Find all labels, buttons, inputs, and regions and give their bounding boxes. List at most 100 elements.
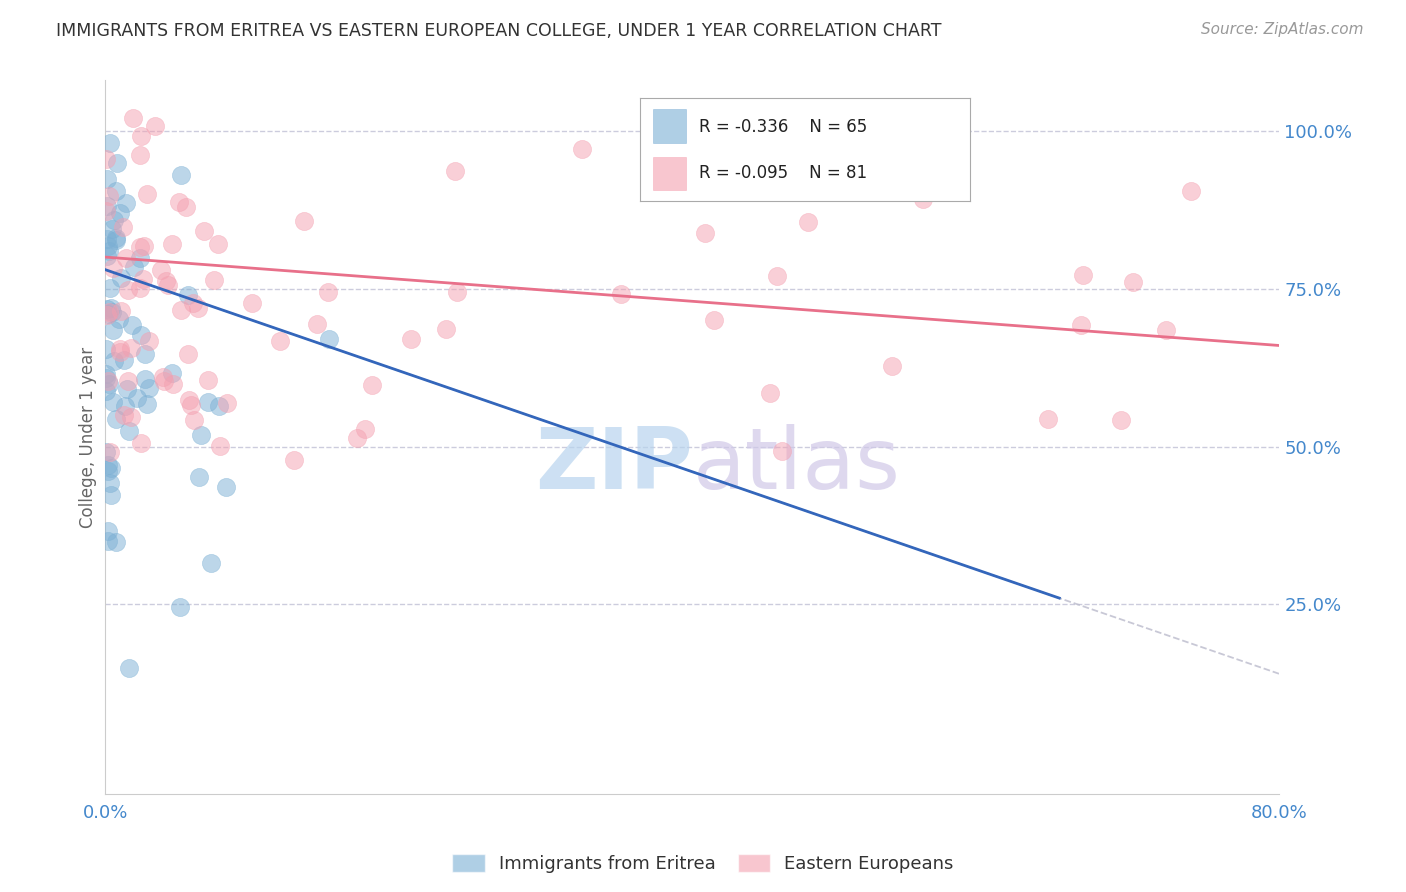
Point (174, 200, 197, 214)
Point (183, 413, 205, 427)
Point (96, 232, 118, 246)
Point (103, 323, 125, 337)
Point (132, 239, 155, 253)
Point (1122, 275, 1144, 289)
Point (169, 302, 191, 317)
Point (108, 206, 131, 220)
Text: ZIP: ZIP (534, 424, 692, 508)
Point (97, 533, 120, 548)
Point (121, 111, 143, 125)
Point (1180, 185, 1202, 199)
Point (96, 171, 118, 186)
Point (200, 556, 222, 570)
Point (1071, 268, 1094, 282)
Point (797, 215, 820, 229)
Point (118, 424, 141, 438)
Point (152, 374, 174, 388)
Point (169, 600, 191, 615)
Point (101, 222, 124, 236)
Point (187, 470, 209, 484)
Point (770, 443, 793, 458)
Point (240, 296, 263, 310)
Y-axis label: College, Under 1 year: College, Under 1 year (79, 346, 97, 528)
Point (97, 307, 120, 321)
Point (215, 480, 238, 494)
Point (112, 408, 135, 422)
Point (94, 204, 117, 219)
Point (170, 168, 193, 182)
Point (101, 305, 124, 319)
Point (318, 332, 340, 346)
Point (1070, 318, 1092, 333)
Point (157, 277, 180, 292)
Point (127, 392, 149, 406)
Point (103, 354, 125, 368)
Point (292, 214, 315, 228)
Point (197, 373, 219, 387)
Point (121, 318, 143, 332)
Point (110, 303, 132, 318)
Point (132, 272, 155, 286)
Point (202, 273, 225, 287)
Point (180, 398, 202, 412)
Point (118, 660, 141, 674)
Point (207, 400, 229, 414)
Point (215, 395, 238, 409)
Point (100, 461, 122, 475)
Point (98, 475, 121, 490)
Point (136, 187, 159, 202)
Point (98, 281, 121, 295)
Point (103, 213, 125, 227)
Point (1038, 411, 1060, 425)
Point (129, 129, 152, 144)
Point (105, 412, 128, 426)
Text: R = -0.336    N = 65: R = -0.336 N = 65 (699, 118, 868, 136)
Point (117, 374, 139, 388)
Point (101, 395, 124, 409)
Text: IMMIGRANTS FROM ERITREA VS EASTERN EUROPEAN COLLEGE, UNDER 1 YEAR CORRELATION CH: IMMIGRANTS FROM ERITREA VS EASTERN EUROP… (56, 22, 942, 40)
Point (101, 261, 124, 276)
Point (138, 381, 160, 395)
Point (111, 219, 134, 234)
Point (162, 236, 184, 251)
Legend: Immigrants from Eritrea, Eastern Europeans: Immigrants from Eritrea, Eastern Europea… (447, 848, 959, 879)
Text: atlas: atlas (692, 424, 900, 508)
Point (911, 192, 934, 206)
Point (129, 147, 152, 161)
Point (108, 312, 131, 326)
Point (695, 226, 717, 240)
Point (108, 342, 131, 356)
Point (98, 377, 121, 392)
Point (129, 435, 152, 450)
Point (94, 343, 117, 357)
Point (143, 119, 166, 133)
Point (190, 428, 212, 442)
Text: Source: ZipAtlas.com: Source: ZipAtlas.com (1201, 22, 1364, 37)
Point (97, 458, 120, 473)
Point (283, 453, 305, 467)
Point (354, 422, 377, 436)
Point (169, 194, 191, 209)
Point (128, 281, 150, 295)
Point (117, 284, 139, 298)
Point (316, 285, 339, 299)
Point (181, 296, 204, 310)
Point (98, 305, 121, 319)
Point (96, 309, 118, 323)
Point (105, 184, 128, 198)
Point (97, 524, 120, 538)
Point (610, 286, 633, 301)
Point (880, 359, 903, 373)
Point (100, 301, 122, 316)
FancyBboxPatch shape (652, 157, 686, 190)
Point (96, 302, 118, 317)
Point (115, 195, 138, 210)
Point (1154, 322, 1177, 336)
Point (399, 332, 422, 346)
Point (96, 374, 118, 388)
Point (122, 260, 145, 274)
Point (96, 198, 118, 212)
Point (115, 251, 138, 265)
Point (207, 237, 229, 252)
Point (121, 410, 143, 425)
